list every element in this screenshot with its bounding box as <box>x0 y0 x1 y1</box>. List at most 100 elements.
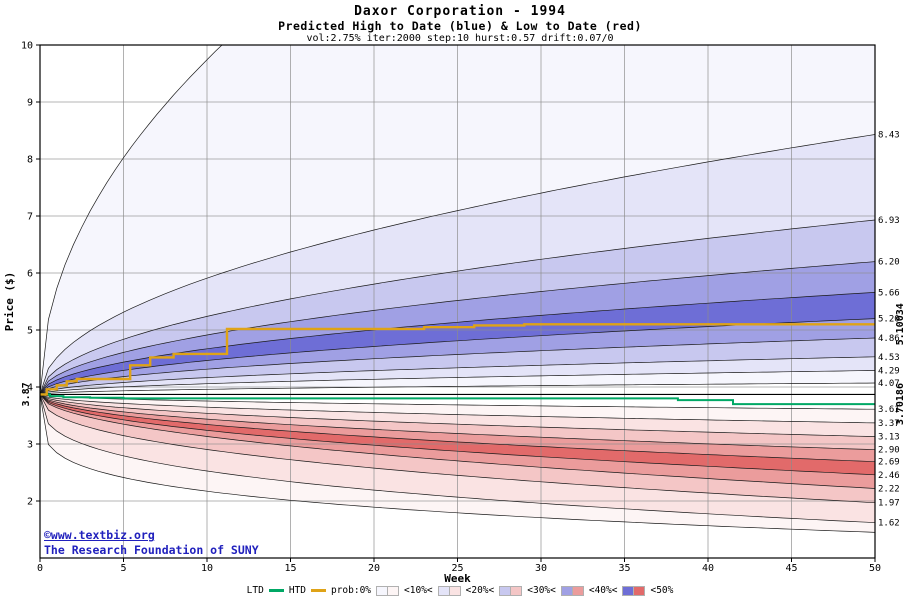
y-axis-title: Price ($) <box>3 272 16 332</box>
start-price-label: 3.87 <box>21 382 32 406</box>
legend-label: <30%< <box>527 585 556 596</box>
x-tick-label: 30 <box>535 563 547 574</box>
x-tick-label: 0 <box>37 563 43 574</box>
x-tick-label: 35 <box>618 563 630 574</box>
y-tick-label: 3 <box>27 440 33 451</box>
band-end-label: 3.61 <box>878 405 900 415</box>
y-tick-label: 5 <box>27 326 33 337</box>
legend-band-swatch-pair <box>622 585 646 596</box>
boundary-line <box>40 356 875 395</box>
band-end-label: 2.46 <box>878 471 900 481</box>
x-axis-title: Week <box>444 572 471 585</box>
x-tick-label: 15 <box>284 563 296 574</box>
band-end-label: 4.86 <box>878 334 900 344</box>
legend-blue-swatch <box>560 585 573 596</box>
x-tick-label: 45 <box>785 563 797 574</box>
ltd-value-label: 3.70186 <box>895 383 906 425</box>
band-end-label: 4.07 <box>878 379 900 389</box>
high-prob-band <box>40 318 875 395</box>
legend-blue-swatch <box>376 585 389 596</box>
legend-label: HTD <box>288 585 306 596</box>
htd-line <box>40 323 875 396</box>
band-end-label: 8.43 <box>878 130 900 140</box>
band-end-label: 3.13 <box>878 433 900 443</box>
band-end-label: 3.37 <box>878 419 900 429</box>
boundary-curves <box>40 45 875 533</box>
chart-params-line: vol:2.75% iter:2000 step:10 hurst:0.57 d… <box>306 33 614 45</box>
legend-label: <20%< <box>465 585 495 596</box>
legend-red-swatch <box>449 585 461 596</box>
y-tick-label: 2 <box>27 497 33 508</box>
y-tick-label: 4 <box>27 383 33 394</box>
legend-band-swatch-pair <box>376 585 400 596</box>
legend-band-swatch-pair <box>499 585 523 596</box>
boundary-line <box>40 134 875 395</box>
boundary-line <box>40 394 875 451</box>
legend-label: LTD <box>246 585 264 596</box>
legend-red-swatch <box>572 585 584 596</box>
boundary-line <box>40 337 875 395</box>
high-prob-band <box>40 45 875 395</box>
attribution: ©www.textbiz.org The Research Foundation… <box>44 528 259 558</box>
y-tick-label: 9 <box>27 98 33 109</box>
legend-blue-swatch <box>499 585 512 596</box>
band-end-label: 6.93 <box>878 216 900 226</box>
boundary-line <box>40 394 875 410</box>
x-tick-label: 10 <box>201 563 213 574</box>
legend-blue-swatch <box>437 585 450 596</box>
htd-value-label: 5.10034 <box>895 303 906 345</box>
y-tick-label: 8 <box>27 155 33 166</box>
band-end-label: 4.29 <box>878 366 900 376</box>
legend-band-swatch-pair <box>560 585 584 596</box>
chart-header: Daxor Corporation - 1994 Predicted High … <box>0 4 920 45</box>
boundary-line <box>40 394 875 533</box>
boundary-line <box>40 394 875 463</box>
legend-label: <40%< <box>588 585 618 596</box>
legend-label: prob:0% <box>330 585 372 596</box>
org-name: The Research Foundation of SUNY <box>44 542 259 557</box>
ltd-line <box>40 393 875 406</box>
x-tick-label: 25 <box>451 563 463 574</box>
legend: LTD HTD prob:0% <10%< <20%< <30%< <40%< <50% <box>0 585 920 596</box>
legend-line-swatch <box>310 589 326 592</box>
website-link[interactable]: ©www.textbiz.org <box>44 528 155 542</box>
low-prob-band <box>40 394 875 475</box>
high-prob-band <box>40 220 875 395</box>
boundary-line <box>40 382 875 395</box>
band-end-label: 6.20 <box>878 258 900 268</box>
legend-red-swatch <box>388 585 400 596</box>
boundary-line <box>40 370 875 395</box>
boundary-line <box>40 394 875 504</box>
boundary-line <box>40 394 875 437</box>
chart-subtitle: Predicted High to Date (blue) & Low to D… <box>278 18 642 33</box>
boundary-line <box>40 394 875 424</box>
legend-blue-swatch <box>622 585 635 596</box>
boundary-line <box>40 394 875 489</box>
boundary-line <box>40 45 223 395</box>
boundary-line <box>40 261 875 395</box>
legend-line-swatch <box>268 589 284 592</box>
band-end-label: 1.97 <box>878 499 900 509</box>
band-end-label: 2.22 <box>878 484 900 494</box>
x-tick-label: 40 <box>702 563 714 574</box>
legend-band-swatch-pair <box>437 585 461 596</box>
band-end-label: 5.66 <box>878 288 900 298</box>
boundary-line <box>40 394 875 524</box>
low-prob-band <box>40 394 875 489</box>
band-end-label: 1.62 <box>878 519 900 529</box>
x-tick-label: 50 <box>869 563 881 574</box>
x-tick-label: 20 <box>368 563 380 574</box>
x-tick-label: 5 <box>120 563 126 574</box>
band-end-label: 5.20 <box>878 315 900 325</box>
y-tick-label: 7 <box>27 212 33 223</box>
legend-label: <10%< <box>404 585 433 596</box>
band-end-label: 2.69 <box>878 458 900 468</box>
legend-red-swatch <box>634 585 646 596</box>
y-tick-label: 6 <box>27 269 33 280</box>
axes: 0 5 10 15 20 25 30 35 40 45 502345678910Week8.436.… <box>21 41 900 586</box>
chart-title: Daxor Corporation - 1994 <box>354 4 566 19</box>
legend-red-swatch <box>511 585 523 596</box>
y-tick-label: 10 <box>21 41 33 52</box>
legend-label: <50% <box>650 585 674 596</box>
